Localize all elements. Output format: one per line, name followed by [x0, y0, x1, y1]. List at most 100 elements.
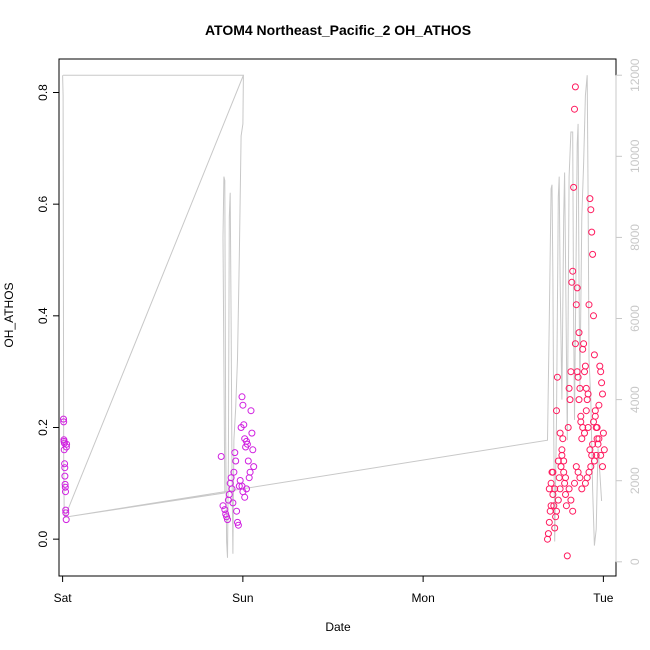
- oh-point: [570, 183, 578, 191]
- oh-point: [551, 485, 559, 493]
- y-left-tick-label: 0.4: [36, 307, 50, 324]
- oh-point: [564, 424, 572, 431]
- oh-point: [231, 449, 239, 457]
- oh-point: [545, 485, 553, 493]
- oh-point: [61, 480, 69, 488]
- oh-point: [244, 457, 252, 465]
- oh-point: [573, 284, 581, 292]
- oh-point: [547, 502, 555, 510]
- y-right-tick-label: 8000: [628, 224, 642, 251]
- altitude-series: [62, 74, 603, 558]
- oh-point: [60, 418, 68, 426]
- oh-point: [581, 479, 589, 487]
- oh-point: [587, 206, 595, 214]
- y-left-tick-label: 0.8: [36, 84, 50, 101]
- oh-point: [595, 401, 603, 409]
- y-left-tick-label: 0.2: [36, 419, 50, 436]
- oh-point: [62, 506, 70, 514]
- oh-point: [553, 373, 561, 381]
- y-right-tick-label: 10000: [628, 139, 642, 173]
- oh-point: [588, 228, 596, 236]
- oh-point: [551, 524, 559, 532]
- y-left-tick-label: 0.6: [36, 195, 50, 212]
- oh-point: [566, 396, 574, 404]
- oh-point: [558, 446, 566, 454]
- oh-point: [243, 485, 250, 493]
- oh-point: [562, 502, 570, 510]
- oh-point: [573, 368, 581, 376]
- oh-point: [217, 453, 225, 460]
- y-right-tick-label: 2000: [628, 467, 642, 494]
- oh-point: [568, 278, 576, 286]
- oh-point: [246, 468, 254, 476]
- oh-point: [565, 485, 573, 493]
- oh-point: [580, 340, 588, 348]
- oh-point: [250, 463, 258, 471]
- oh-point: [569, 507, 577, 515]
- oh-point: [62, 509, 70, 517]
- oh-point: [565, 384, 573, 392]
- x-tick-label: Sat: [54, 591, 73, 605]
- oh-point: [243, 440, 251, 448]
- oh-point: [221, 506, 229, 514]
- oh-point: [225, 491, 233, 498]
- axes: Sat Sun Mon Tue 0.0 0.2 0.4 0.6 0.8 0 2000 4000 6000…: [36, 58, 642, 605]
- oh-point: [241, 493, 249, 501]
- oh-point: [588, 451, 596, 459]
- oh-point: [562, 474, 569, 482]
- oh-point: [247, 407, 255, 415]
- oh-point: [61, 464, 69, 472]
- oh-point: [562, 491, 569, 498]
- oh-point: [233, 507, 241, 515]
- oh-point: [560, 457, 568, 465]
- oh-point: [575, 396, 583, 404]
- oh-point: [590, 312, 597, 320]
- oh-point: [556, 429, 564, 437]
- oh-point: [578, 485, 586, 493]
- oh-point: [578, 435, 586, 443]
- oh-series: [60, 83, 608, 560]
- oh-point: [590, 457, 598, 465]
- oh-point: [582, 384, 590, 392]
- oh-point: [240, 421, 248, 429]
- oh-point: [591, 407, 599, 415]
- oh-point: [563, 552, 571, 560]
- oh-point: [248, 429, 256, 437]
- oh-point: [590, 418, 597, 426]
- oh-point: [595, 435, 603, 443]
- oh-point: [61, 460, 69, 468]
- oh-point: [571, 105, 578, 113]
- oh-point: [553, 507, 560, 515]
- oh-point: [567, 496, 575, 504]
- oh-point: [585, 301, 593, 309]
- oh-point: [589, 250, 597, 258]
- oh-point: [599, 463, 606, 471]
- oh-point: [598, 379, 606, 387]
- oh-point: [581, 429, 588, 437]
- chart-title: ATOM4 Northeast_Pacific_2 OH_ATHOS: [205, 22, 471, 38]
- oh-point: [234, 521, 242, 529]
- oh-point: [575, 329, 583, 337]
- oh-point: [569, 267, 577, 275]
- oh-point: [581, 362, 589, 370]
- oh-point: [549, 468, 557, 476]
- oh-point: [571, 83, 579, 91]
- oh-point: [572, 463, 580, 471]
- oh-point: [232, 457, 240, 465]
- oh-point: [63, 440, 71, 448]
- oh-point: [586, 195, 594, 203]
- oh-point: [243, 437, 250, 445]
- oh-point: [589, 440, 597, 448]
- oh-point: [219, 502, 227, 510]
- y-right-tick-label: 4000: [628, 386, 642, 413]
- x-tick-label: Sun: [232, 591, 253, 605]
- x-tick-label: Mon: [411, 591, 434, 605]
- y-left-tick-label: 0.0: [36, 530, 50, 547]
- oh-point: [554, 457, 562, 465]
- oh-point: [229, 499, 237, 507]
- oh-point: [593, 424, 601, 431]
- oh-point: [544, 530, 552, 538]
- oh-point: [238, 393, 246, 401]
- altitude-line: [62, 74, 603, 558]
- oh-point: [597, 368, 605, 376]
